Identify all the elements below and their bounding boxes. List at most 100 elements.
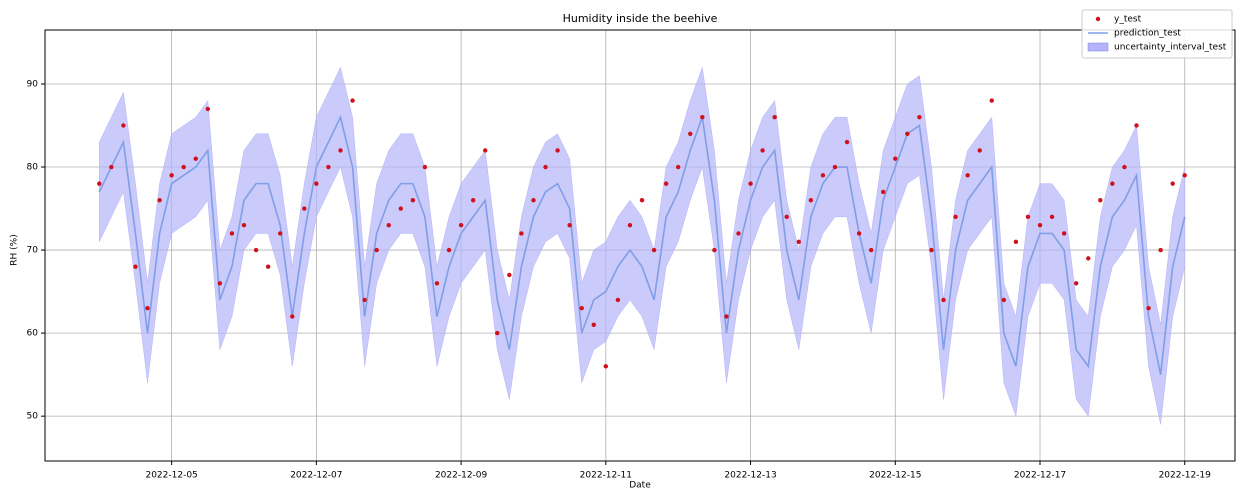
data-point	[639, 198, 645, 203]
data-point	[145, 305, 150, 311]
data-point	[820, 173, 826, 178]
data-point	[1086, 256, 1091, 261]
data-point	[1025, 214, 1031, 220]
data-point	[881, 189, 886, 195]
data-point	[567, 222, 572, 228]
data-point	[712, 247, 717, 253]
data-point	[265, 264, 271, 269]
data-point	[1182, 173, 1187, 178]
data-point	[362, 297, 367, 303]
legend-label: y_test	[1114, 15, 1142, 25]
data-point	[350, 98, 355, 103]
data-point	[736, 231, 741, 236]
data-point	[917, 114, 922, 120]
data-point	[543, 164, 548, 170]
data-point	[675, 164, 681, 170]
data-point	[1134, 123, 1139, 128]
data-point	[470, 198, 476, 203]
data-point	[519, 231, 524, 236]
data-point	[326, 164, 331, 170]
data-point	[338, 148, 343, 153]
data-point	[832, 164, 838, 170]
data-point	[977, 148, 982, 153]
legend-marker	[1095, 16, 1101, 22]
data-point	[483, 148, 488, 153]
data-point	[531, 198, 536, 203]
data-point	[1158, 247, 1163, 253]
data-point	[398, 206, 403, 211]
y-tick-label: 80	[27, 163, 39, 173]
data-point	[290, 314, 295, 319]
data-point	[217, 281, 223, 286]
data-point	[133, 264, 138, 269]
data-point	[1061, 231, 1067, 236]
data-point	[277, 231, 283, 236]
data-point	[772, 114, 777, 120]
data-point	[446, 247, 452, 253]
data-point	[193, 156, 198, 161]
data-point	[989, 98, 994, 103]
data-point	[507, 272, 512, 278]
data-point	[374, 247, 379, 253]
data-point	[1001, 297, 1007, 303]
data-point	[169, 173, 174, 178]
data-point	[1146, 305, 1151, 311]
data-point	[109, 164, 114, 170]
uncertainty-band	[99, 66, 1185, 425]
data-point	[651, 247, 657, 253]
data-point	[808, 198, 814, 203]
chart-title: Humidity inside the beehive	[563, 12, 718, 25]
data-point	[1049, 214, 1055, 220]
data-point	[1037, 222, 1043, 228]
data-point	[1122, 164, 1127, 170]
data-point	[603, 364, 609, 369]
data-point	[784, 214, 789, 220]
y-axis-label: RH (%)	[10, 234, 20, 265]
data-point	[856, 231, 862, 236]
y-tick-label: 50	[27, 412, 39, 422]
data-point	[555, 148, 560, 153]
data-point	[422, 164, 428, 170]
data-point	[1110, 181, 1115, 186]
data-point	[1098, 198, 1103, 203]
data-point	[688, 131, 693, 137]
data-point	[953, 214, 958, 220]
data-point	[868, 247, 874, 253]
y-tick-label: 70	[27, 246, 39, 256]
x-axis-label: Date	[629, 481, 651, 490]
data-point	[386, 222, 391, 228]
x-tick-label: 2022-12-05	[145, 471, 197, 481]
data-point	[1013, 239, 1019, 244]
data-point	[700, 114, 705, 120]
x-tick-label: 2022-12-07	[290, 471, 342, 481]
x-tick-label: 2022-12-09	[435, 471, 488, 481]
data-point	[97, 181, 102, 186]
data-point	[663, 181, 669, 186]
x-tick-label: 2022-12-15	[869, 471, 921, 481]
x-tick-label: 2022-12-19	[1159, 471, 1212, 481]
data-point	[965, 173, 970, 178]
data-point	[241, 222, 247, 228]
data-point	[157, 198, 162, 203]
data-point	[314, 181, 319, 186]
data-point	[796, 239, 801, 244]
legend-label: uncertainty_interval_test	[1114, 43, 1227, 53]
data-point	[458, 222, 464, 228]
data-point	[1170, 181, 1175, 186]
legend-label: prediction_test	[1114, 29, 1181, 39]
data-point	[302, 206, 307, 211]
data-point	[905, 131, 910, 137]
data-point	[941, 297, 946, 303]
data-point	[434, 281, 440, 286]
x-tick-label: 2022-12-13	[724, 471, 776, 481]
data-point	[205, 106, 211, 112]
y-tick-label: 60	[27, 329, 39, 339]
prediction-line	[98, 114, 1186, 375]
data-point	[1073, 281, 1079, 286]
data-point	[591, 322, 596, 328]
y-tick-label: 90	[27, 79, 39, 89]
data-point	[410, 198, 416, 203]
x-tick-label: 2022-12-11	[580, 471, 632, 481]
plot-frame	[44, 29, 1236, 462]
data-point	[495, 330, 500, 336]
